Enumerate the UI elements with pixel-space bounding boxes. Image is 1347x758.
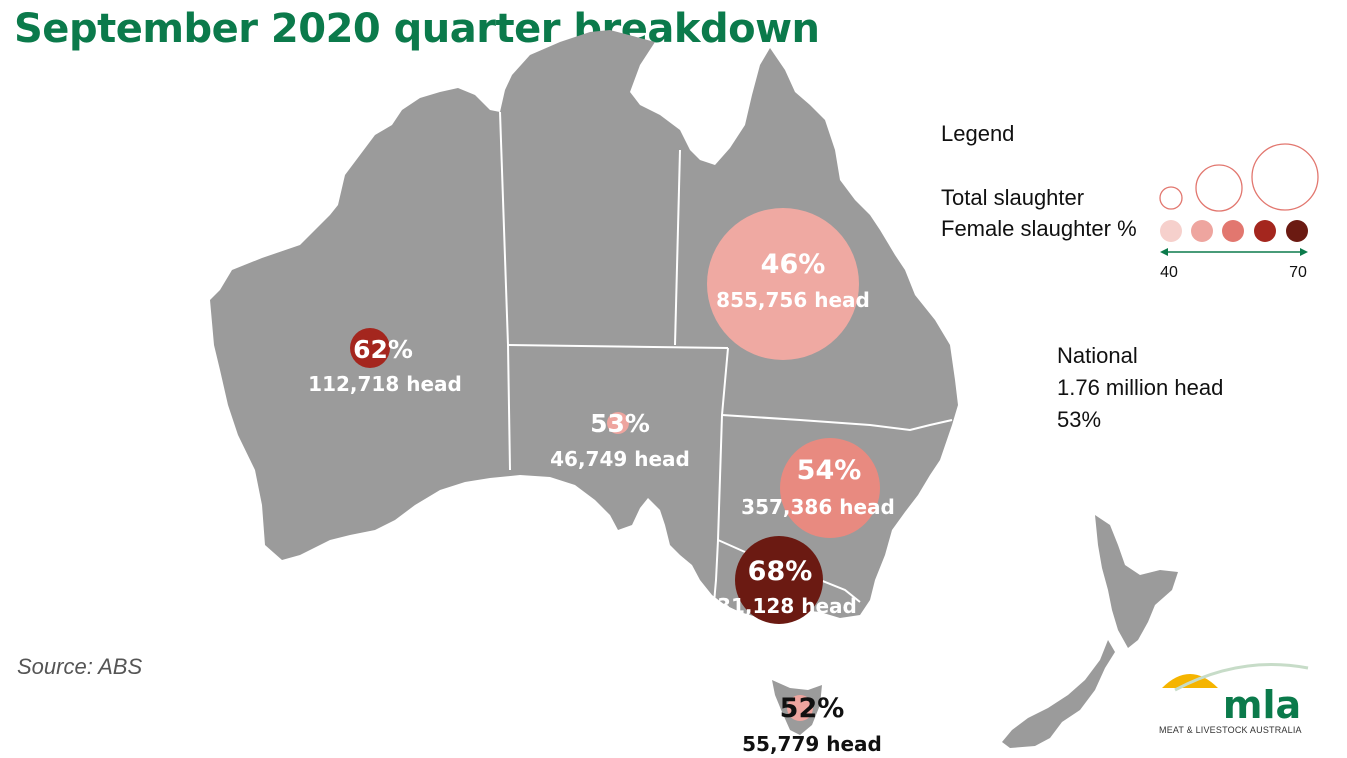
legend-scale-min: 40 (1160, 264, 1178, 281)
bubble-nsw-pct: 54% (797, 455, 862, 486)
legend-scale-max: 70 (1289, 264, 1307, 281)
bubble-tas-head: 55,779 head (742, 732, 882, 756)
bubble-tas-circle (787, 695, 813, 721)
mla-logo-arc (1174, 663, 1309, 692)
legend-color-label: Female slaughter % (941, 216, 1137, 241)
new-zealand-south (1002, 640, 1115, 748)
legend-swatch-4 (1254, 220, 1276, 242)
bubble-sa-head: 46,749 head (550, 447, 690, 471)
mla-logo-text: mla (1223, 683, 1301, 727)
source-note: Source: ABS (17, 654, 143, 679)
bubble-vic-pct: 68% (748, 556, 813, 587)
legend-swatch-3 (1222, 220, 1244, 242)
national-summary: National 1.76 million head 53% (1057, 340, 1223, 436)
mla-logo: mla (1162, 663, 1309, 727)
bubble-vic-head: 331,128 head (703, 594, 857, 618)
bubble-qld-circle (707, 208, 859, 360)
bubble-qld-head: 855,756 head (716, 288, 870, 312)
national-total: 1.76 million head (1057, 375, 1224, 400)
legend-swatch-5 (1286, 220, 1308, 242)
mla-logo-subtitle: MEAT & LIVESTOCK AUSTRALIA (1159, 725, 1302, 735)
page-title: September 2020 quarter breakdown (14, 6, 820, 52)
bubble-wa-circle (350, 328, 390, 368)
legend-color-swatches (1160, 220, 1308, 242)
new-zealand-north (1095, 515, 1178, 648)
bubble-tas-pct: 52% (780, 693, 845, 724)
bubble-wa: 62% 112,718 head (308, 328, 462, 396)
australia-mainland (210, 30, 958, 620)
bubble-vic: 68% 331,128 head (703, 536, 857, 624)
bubble-qld: 46% 855,756 head (707, 208, 870, 360)
legend-swatch-1 (1160, 220, 1182, 242)
legend-heading: Legend (941, 121, 1015, 146)
legend-size-label: Total slaughter (941, 185, 1085, 210)
bubble-nsw: 54% 357,386 head (741, 438, 895, 538)
legend-swatch-2 (1191, 220, 1213, 242)
bubble-wa-head: 112,718 head (308, 372, 462, 396)
legend-scale-arrow (1160, 248, 1308, 256)
bubble-sa-circle (607, 412, 629, 434)
legend-size-circles (1159, 143, 1319, 212)
bubble-sa: 53% 46,749 head (550, 409, 690, 471)
bubble-tas: 52% 55,779 head (742, 693, 882, 756)
bubble-nsw-circle (780, 438, 880, 538)
national-pct: 53% (1057, 407, 1102, 432)
national-label: National (1057, 343, 1138, 368)
bubble-wa-pct: 62% (353, 335, 413, 364)
bubble-sa-pct: 53% (590, 409, 650, 438)
bubble-nsw-head: 357,386 head (741, 495, 895, 519)
bubble-qld-pct: 46% (761, 249, 826, 280)
bubble-vic-circle (735, 536, 823, 624)
